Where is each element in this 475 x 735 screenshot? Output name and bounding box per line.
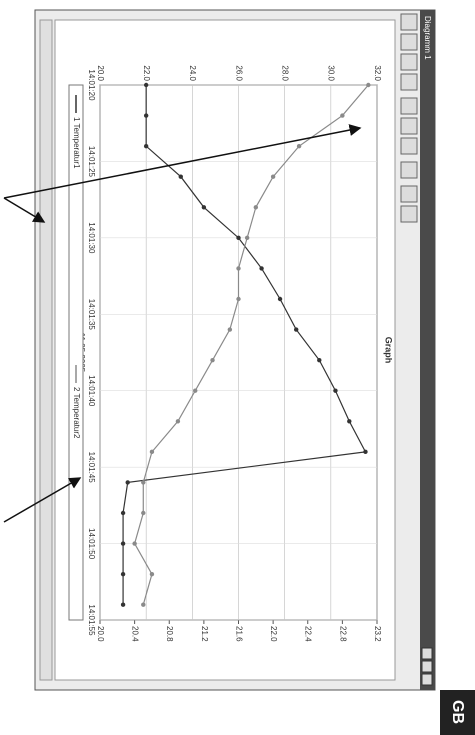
tool-button[interactable] [400,205,418,223]
close-button[interactable] [421,673,433,686]
data-point [236,235,241,241]
y2-tick-label: 20.8 [165,626,174,642]
data-point [244,235,250,241]
rotated-window: Diagramm 1 Graph 20.0 22.0 24.0 26.0 28.0 30.… [34,9,436,691]
minimize-button[interactable] [421,647,433,660]
data-point [141,602,146,607]
data-point [201,205,207,210]
data-point [277,296,283,302]
data-point [347,419,352,424]
status-bar [39,19,53,681]
data-point [227,327,233,332]
y-tick-label: 28.0 [281,65,290,81]
data-point [120,541,126,546]
annotation-arrow [3,124,362,199]
tool-button[interactable] [400,33,418,51]
data-point [149,571,155,577]
tool-button[interactable] [400,73,418,91]
data-point [175,419,181,424]
annotation-arrow [3,197,46,223]
y-tick-label: 32.0 [373,65,382,81]
y2-tick-label: 23.2 [373,626,382,642]
y2-tick-label: 20.0 [96,626,105,642]
data-point [317,357,322,363]
y2-tick-label: 21.2 [200,626,209,642]
data-point [333,388,338,393]
data-point [120,510,126,516]
y2-tick-label: 22.8 [338,626,347,642]
x-tick-label: 14:01:30 [87,222,96,254]
data-point [193,388,198,393]
data-point [366,82,371,88]
data-point [294,327,299,332]
tool-button[interactable] [400,117,418,135]
title-bar [420,10,435,690]
y-tick-label: 24.0 [188,65,197,81]
tool-button[interactable] [400,185,418,203]
data-point [143,82,149,88]
data-point [141,480,146,485]
y-tick-label: 20.0 [96,65,105,81]
data-point [132,541,137,546]
data-point [236,266,241,271]
badge [440,690,475,735]
x-tick-label: 14:01:35 [87,299,96,331]
data-point [363,449,368,455]
y2-tick-label: 20.4 [131,626,140,642]
data-point [253,205,259,210]
y-tick-label: 22.0 [142,65,151,81]
badge-text: GB [449,700,466,724]
tool-button[interactable] [400,137,418,155]
annotation-arrow [3,477,82,523]
data-point [296,143,302,149]
data-point [340,113,345,118]
x-tick-label: 14:01:55 [87,604,96,636]
series-line [133,84,369,605]
maximize-button[interactable] [421,660,433,673]
data-point [143,113,149,118]
data-point [270,174,276,179]
data-point [120,571,126,577]
x-tick-label: 14:01:20 [87,69,96,101]
series-line [122,85,367,605]
data-point [236,296,241,302]
y-tick-label: 26.0 [234,65,243,81]
data-point [178,174,183,179]
data-point [141,510,146,516]
window-title: Diagramm 1 [423,16,432,60]
x-tick-label: 14:01:45 [87,452,96,484]
chart-title: Graph [384,337,394,364]
legend-entry: 2 Temperatur2 [72,387,81,439]
y2-tick-label: 21.6 [234,626,243,642]
tool-button[interactable] [400,161,418,179]
x-tick-label: 14:01:25 [87,146,96,178]
y2-tick-label: 22.4 [304,626,313,642]
data-point [125,480,130,485]
data-point [210,357,215,363]
y2-tick-label: 22.0 [269,626,278,642]
tool-button[interactable] [400,13,418,31]
data-point [259,266,264,271]
toolbar [400,13,418,223]
x-tick-label: 14:01:50 [87,528,96,560]
data-point [143,143,149,149]
legend-entry: 1 Temperatur1 [72,117,81,169]
y-tick-label: 30.0 [327,65,336,81]
x-tick-label: 14:01:40 [87,375,96,407]
tool-button[interactable] [400,53,418,71]
data-point [120,602,126,607]
data-point [149,449,155,455]
tool-button[interactable] [400,97,418,115]
